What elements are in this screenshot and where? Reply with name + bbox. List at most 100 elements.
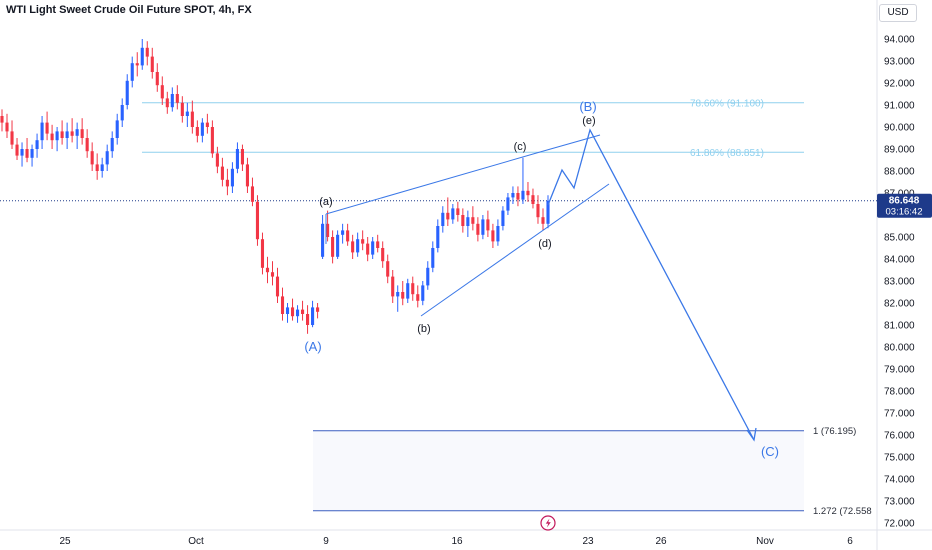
target-zone-fill [313, 430, 804, 511]
candle-body [351, 241, 355, 253]
candle-body [376, 241, 380, 248]
candle-body [260, 239, 265, 268]
wave-label: (C) [761, 444, 779, 459]
candle-body [35, 140, 39, 149]
candle-body [546, 200, 550, 224]
candle-body [170, 94, 174, 108]
y-tick-label: 93.000 [884, 57, 915, 68]
candle-body [175, 94, 179, 103]
wave-label: (c) [514, 141, 527, 153]
candle-body [235, 149, 239, 169]
candle-body [165, 98, 169, 108]
candle-body [220, 166, 224, 180]
candle-body [416, 294, 420, 301]
candle-body [501, 210, 505, 226]
x-tick-label: Oct [188, 536, 204, 547]
candle-body [55, 131, 59, 141]
price-axis[interactable]: 94.000 93.000 92.000 91.000 90.000 89.000 88.0… [884, 35, 915, 530]
candle-body [255, 201, 260, 240]
candle-body [326, 223, 330, 237]
y-tick-label: 94.000 [884, 35, 915, 46]
candle-body [506, 197, 510, 211]
candle-body [50, 133, 54, 141]
candle-body [521, 190, 525, 200]
wave-label: (d) [538, 238, 551, 250]
candle-body [205, 122, 209, 127]
wave-label: (b) [417, 323, 430, 335]
candle-body [125, 80, 129, 105]
target-zone: 1 (76.195) 1.272 (72.558 [313, 426, 872, 517]
candle-body [5, 122, 9, 132]
candle-body [155, 72, 159, 86]
candle-body [275, 276, 280, 297]
candle-body [140, 47, 144, 66]
candle-body [331, 237, 335, 257]
candle-body [386, 261, 390, 277]
x-tick-label: 26 [655, 536, 667, 547]
y-tick-label: 77.000 [884, 409, 915, 420]
x-tick-label: 16 [451, 536, 463, 547]
y-tick-label: 85.000 [884, 233, 915, 244]
candle-body [486, 219, 490, 231]
candle-body [451, 208, 455, 220]
candle-body [341, 230, 345, 235]
candle-body [436, 226, 440, 248]
candle-body [210, 127, 214, 154]
candle-body [160, 85, 164, 99]
y-tick-label: 84.000 [884, 255, 915, 266]
candle-body [270, 272, 275, 277]
candle-body [15, 144, 19, 156]
candle-body [145, 47, 149, 57]
candle-body [526, 190, 530, 196]
candle-body [10, 131, 14, 145]
candle-body [150, 56, 154, 72]
candle-body [531, 195, 535, 204]
candle-body [446, 212, 450, 220]
target-level-label: 1.272 (72.558 [813, 506, 872, 517]
y-tick-label: 88.000 [884, 167, 915, 178]
candle-body [381, 248, 385, 262]
candle-body [70, 131, 74, 136]
candle-body [461, 215, 465, 226]
candle-body [30, 149, 34, 158]
candle-body [245, 164, 250, 187]
candle-body [280, 296, 285, 314]
candle-body [491, 230, 495, 242]
currency-button[interactable]: USD [879, 4, 917, 22]
candle-body [536, 204, 540, 218]
y-tick-label: 79.000 [884, 365, 915, 376]
candle-body [265, 267, 270, 273]
y-tick-label: 90.000 [884, 123, 915, 134]
candle-body [391, 276, 395, 297]
candle-body [300, 309, 305, 314]
candle-body [371, 241, 375, 255]
candle-body [321, 223, 325, 257]
candle-body [180, 102, 184, 116]
y-tick-label: 80.000 [884, 343, 915, 354]
lightning-icon[interactable] [540, 515, 556, 531]
triangle-upper-line [325, 151, 541, 215]
arrow-head [746, 427, 757, 442]
candle-body [95, 164, 99, 171]
candle-body [401, 292, 405, 299]
candle-body [406, 283, 410, 299]
candle-body [476, 223, 480, 235]
x-tick-label: Nov [756, 536, 774, 547]
candle-body [100, 164, 104, 171]
triangle-upper-line-ext [539, 134, 601, 153]
candle-body [421, 285, 425, 301]
candle-body [361, 239, 365, 244]
candle-body [135, 63, 139, 66]
candle-body [431, 248, 435, 268]
y-tick-label: 83.000 [884, 277, 915, 288]
candle-body [441, 212, 445, 226]
x-tick-label: 6 [847, 536, 853, 547]
time-axis[interactable]: 25 Oct 9 16 23 26 Nov 6 [59, 536, 853, 547]
price-tag-countdown: 03:16:42 [886, 207, 923, 218]
candle-body [25, 149, 29, 158]
candle-body [285, 307, 290, 314]
chart-title: WTI Light Sweet Crude Oil Future SPOT, 4… [6, 4, 252, 16]
candle-body [130, 63, 134, 81]
